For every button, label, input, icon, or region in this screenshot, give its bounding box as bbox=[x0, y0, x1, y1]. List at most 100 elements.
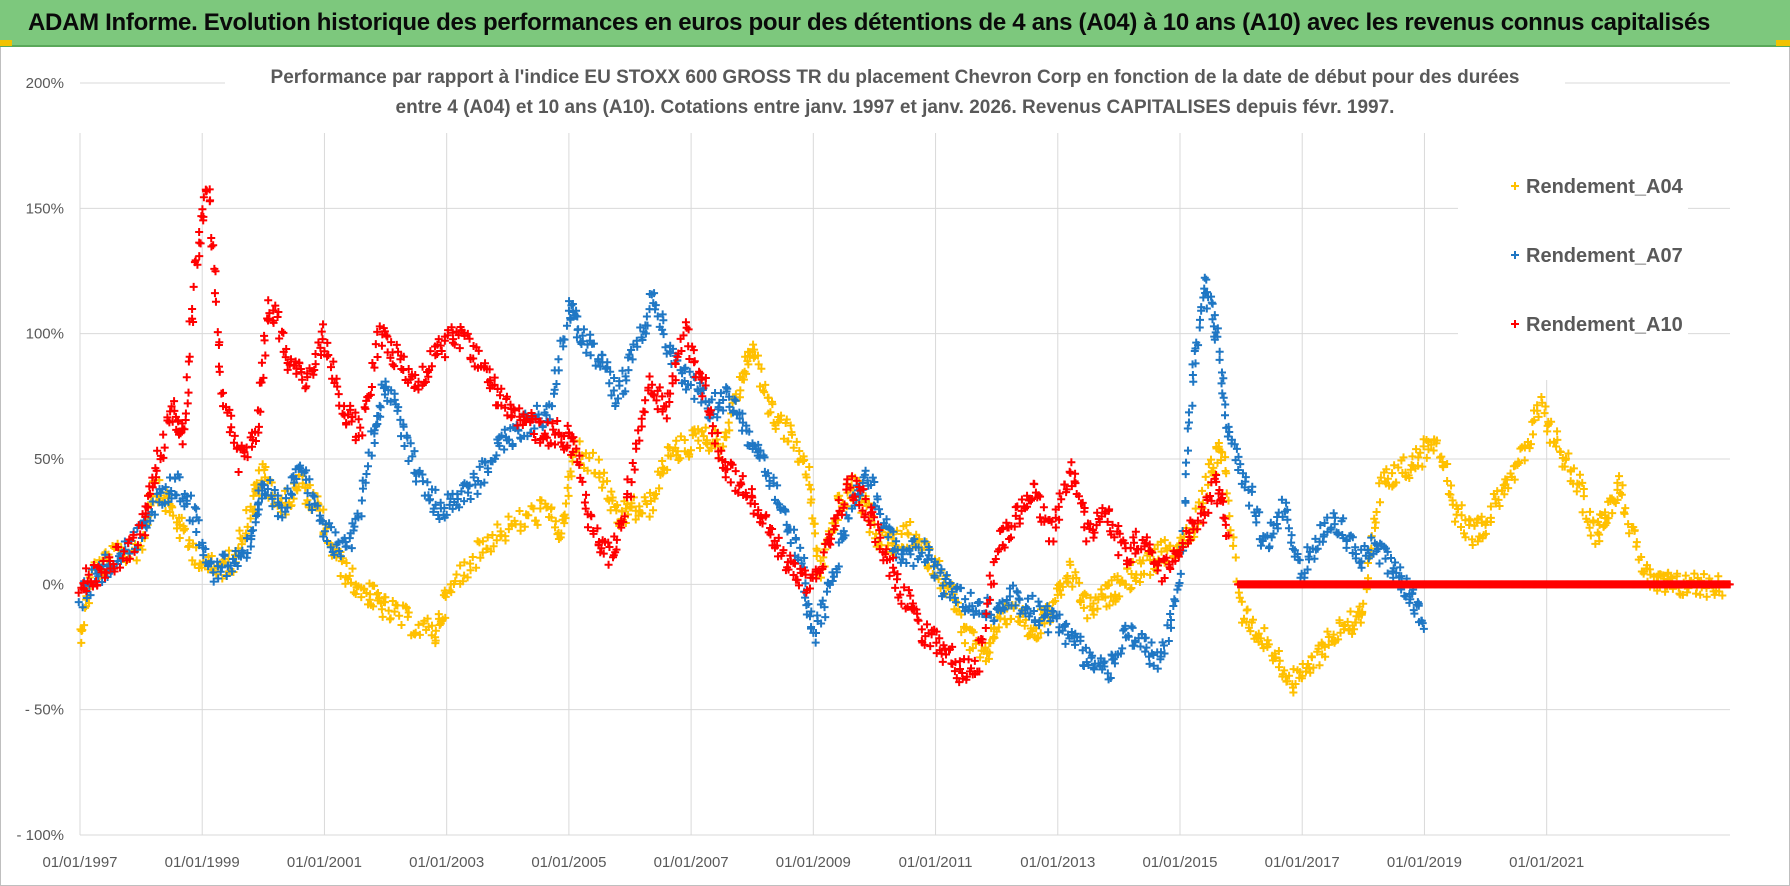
data-point bbox=[110, 564, 119, 573]
data-point bbox=[1157, 547, 1166, 556]
data-point bbox=[357, 496, 366, 505]
data-point bbox=[563, 441, 572, 450]
data-point bbox=[457, 487, 466, 496]
data-point bbox=[369, 602, 378, 611]
data-point bbox=[739, 375, 748, 384]
data-point bbox=[865, 528, 874, 537]
data-point bbox=[1079, 603, 1088, 612]
data-point bbox=[1029, 606, 1038, 615]
data-point bbox=[1083, 614, 1092, 623]
data-point bbox=[334, 390, 343, 399]
data-point bbox=[1055, 489, 1064, 498]
data-point bbox=[342, 542, 351, 551]
data-point bbox=[605, 543, 614, 552]
data-point bbox=[531, 516, 540, 525]
data-point bbox=[707, 444, 716, 453]
data-point bbox=[1618, 481, 1627, 490]
data-point bbox=[713, 428, 722, 437]
data-point bbox=[597, 544, 606, 553]
y-tick-label: 50% bbox=[34, 451, 64, 468]
data-point bbox=[604, 538, 613, 547]
data-point bbox=[264, 296, 273, 305]
data-point bbox=[175, 520, 184, 529]
data-point bbox=[1294, 555, 1303, 564]
data-point bbox=[999, 524, 1008, 533]
data-point bbox=[1165, 563, 1174, 572]
data-point bbox=[486, 376, 495, 385]
data-point bbox=[1213, 332, 1222, 341]
data-point bbox=[649, 506, 658, 515]
data-point bbox=[243, 522, 252, 531]
data-point bbox=[1221, 453, 1230, 462]
data-point bbox=[1115, 529, 1124, 538]
data-point bbox=[1061, 639, 1070, 648]
data-point bbox=[195, 252, 204, 261]
data-point bbox=[1006, 614, 1015, 623]
data-point bbox=[594, 455, 603, 464]
data-point bbox=[402, 603, 411, 612]
data-point bbox=[932, 638, 941, 647]
data-point bbox=[1049, 537, 1058, 546]
data-point bbox=[1100, 657, 1109, 666]
data-point bbox=[846, 483, 855, 492]
data-point bbox=[1135, 577, 1144, 586]
data-point bbox=[1418, 462, 1427, 471]
data-point bbox=[490, 380, 499, 389]
data-point bbox=[914, 616, 923, 625]
data-point bbox=[884, 533, 893, 542]
data-point bbox=[297, 368, 306, 377]
data-point bbox=[655, 484, 664, 493]
data-point bbox=[1076, 636, 1085, 645]
data-point bbox=[129, 533, 138, 542]
banner-accent-left bbox=[0, 40, 12, 46]
data-point bbox=[564, 306, 573, 315]
data-point bbox=[1303, 660, 1312, 669]
data-point bbox=[591, 361, 600, 370]
data-point bbox=[160, 443, 169, 452]
data-point bbox=[1375, 559, 1384, 568]
data-point bbox=[585, 453, 594, 462]
data-point bbox=[885, 571, 894, 580]
data-point bbox=[1093, 604, 1102, 613]
data-point bbox=[93, 580, 102, 589]
data-point bbox=[839, 527, 848, 536]
data-point bbox=[190, 560, 199, 569]
data-point bbox=[1323, 627, 1332, 636]
data-point bbox=[380, 327, 389, 336]
data-point bbox=[786, 538, 795, 547]
data-point bbox=[78, 603, 87, 612]
data-point bbox=[859, 485, 868, 494]
data-point bbox=[723, 465, 732, 474]
data-point bbox=[468, 552, 477, 561]
data-point bbox=[1188, 370, 1197, 379]
data-point bbox=[406, 439, 415, 448]
data-point bbox=[390, 395, 399, 404]
data-point bbox=[357, 593, 366, 602]
data-point bbox=[725, 392, 734, 401]
data-point bbox=[951, 598, 960, 607]
data-point bbox=[728, 460, 737, 469]
data-point bbox=[773, 541, 782, 550]
data-point bbox=[1486, 513, 1495, 522]
data-point bbox=[184, 388, 193, 397]
data-point bbox=[542, 411, 551, 420]
data-point bbox=[1211, 328, 1220, 337]
data-point bbox=[560, 431, 569, 440]
data-point bbox=[690, 394, 699, 403]
data-point bbox=[1578, 478, 1587, 487]
data-point bbox=[799, 452, 808, 461]
data-point bbox=[917, 625, 926, 634]
data-point bbox=[356, 423, 365, 432]
data-point bbox=[1108, 520, 1117, 529]
data-point bbox=[975, 667, 984, 676]
data-point bbox=[696, 369, 705, 378]
data-point bbox=[1579, 492, 1588, 501]
data-point bbox=[191, 256, 200, 265]
data-point bbox=[84, 570, 93, 579]
data-point bbox=[317, 327, 326, 336]
data-point bbox=[575, 451, 584, 460]
data-point bbox=[1215, 485, 1224, 494]
data-point bbox=[181, 415, 190, 424]
data-point bbox=[600, 468, 609, 477]
data-point bbox=[441, 353, 450, 362]
